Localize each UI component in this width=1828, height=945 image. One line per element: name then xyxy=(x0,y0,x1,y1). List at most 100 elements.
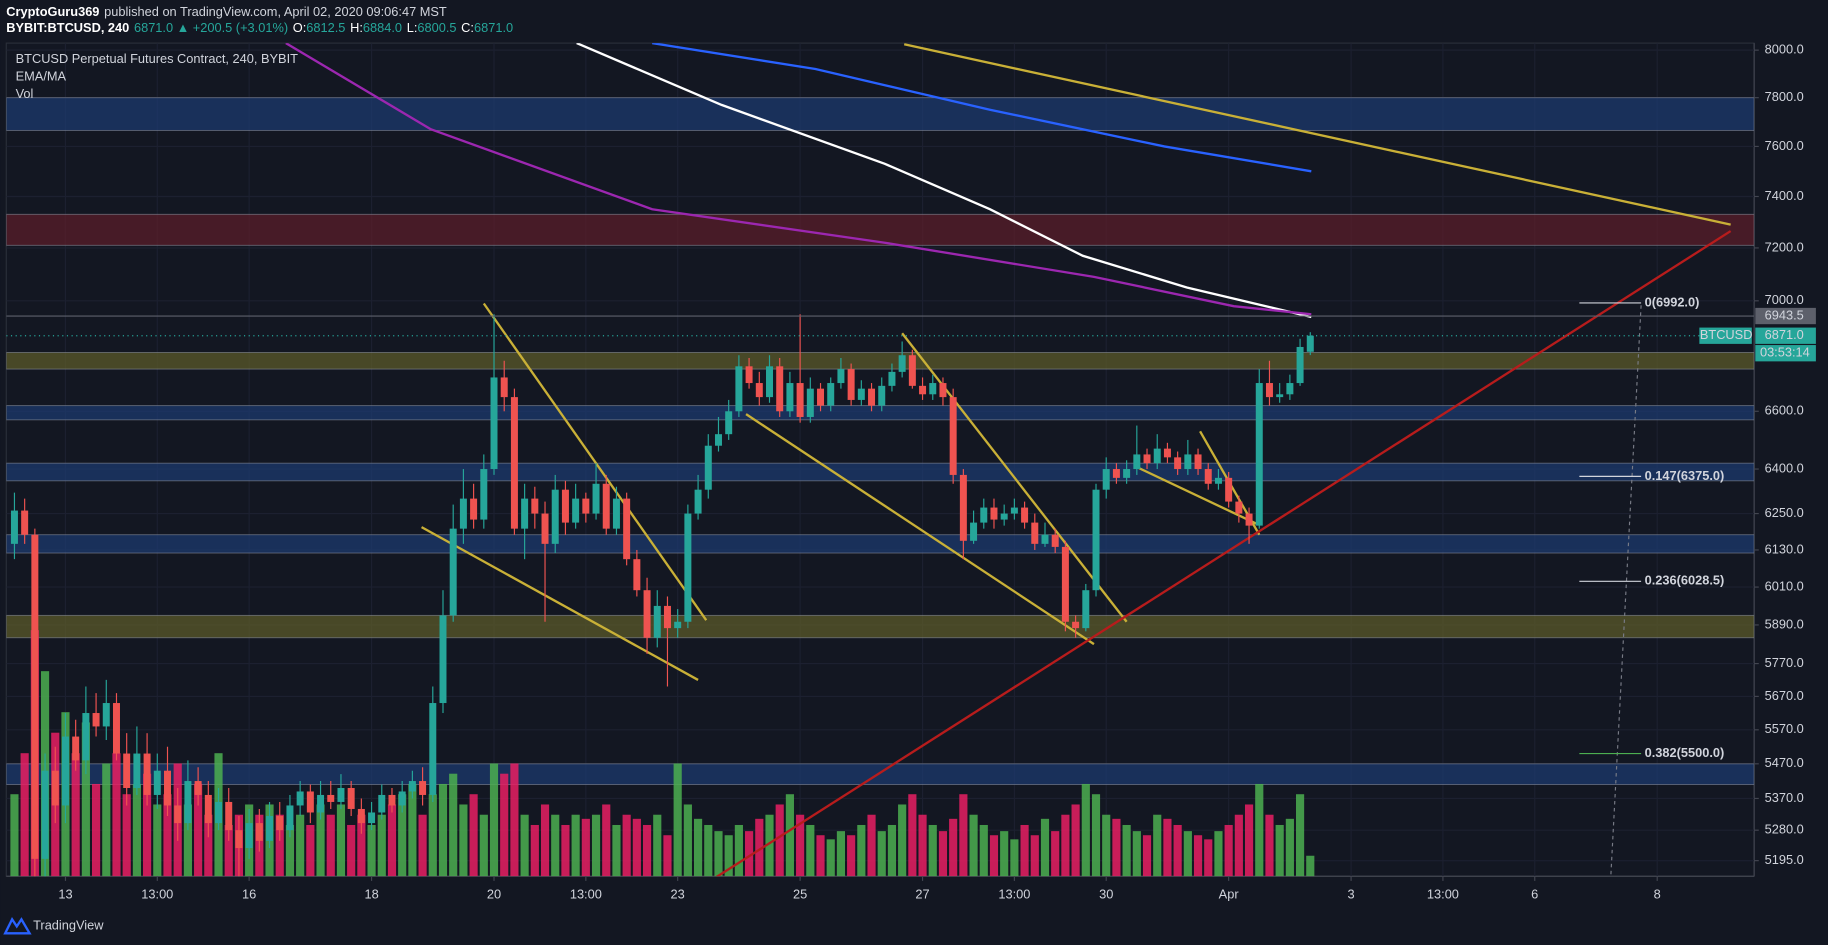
volume-bar xyxy=(316,804,325,877)
candle-body xyxy=(510,397,518,529)
candle-body xyxy=(745,366,753,384)
y-tick-label: 6400.0 xyxy=(1765,460,1804,475)
volume-bar xyxy=(1193,835,1203,877)
volume-bar xyxy=(489,763,499,877)
volume-bar xyxy=(663,835,672,877)
zone xyxy=(6,614,1755,639)
zone xyxy=(6,534,1755,554)
volume-bar xyxy=(438,783,448,877)
candle-body xyxy=(1194,454,1202,470)
candle-body xyxy=(878,385,886,406)
candle-body xyxy=(1102,469,1110,490)
volume-bar xyxy=(938,831,948,877)
volume-bar xyxy=(224,824,233,877)
volume-bar xyxy=(1112,818,1121,877)
volume-bar xyxy=(1040,818,1050,877)
y-tick-label: 6010.0 xyxy=(1765,578,1804,593)
candle-body xyxy=(317,794,325,813)
candle-body xyxy=(408,781,416,792)
volume-bar xyxy=(796,814,805,877)
volume-bar xyxy=(1204,839,1213,877)
candle-body xyxy=(919,385,927,395)
ohlc-key: L: xyxy=(407,21,418,36)
candle-body xyxy=(908,355,916,386)
candle-body xyxy=(1174,457,1182,470)
candle-body xyxy=(123,753,131,788)
candle-body xyxy=(388,794,396,806)
candle-body xyxy=(1245,513,1253,526)
indicator-label: Vol xyxy=(16,86,34,101)
y-tick-label: 7600.0 xyxy=(1765,138,1804,153)
zone xyxy=(6,462,1755,482)
volume-bar xyxy=(551,814,560,877)
ma-curve xyxy=(651,43,1312,173)
ohlc-value: 6884.0 xyxy=(363,21,402,36)
candle-body xyxy=(61,736,69,806)
volume-bar xyxy=(714,831,723,877)
symbol-tag xyxy=(1699,327,1752,344)
header-line: CryptoGuru369 published on TradingView.co… xyxy=(6,4,447,19)
zone xyxy=(6,352,1755,370)
candle-body xyxy=(1235,501,1243,514)
volume-bar xyxy=(1122,824,1131,877)
volume-bar xyxy=(132,783,141,877)
volume-bar xyxy=(194,783,203,877)
x-tick-label: 6 xyxy=(1531,886,1538,901)
y-tick-label: 6130.0 xyxy=(1765,541,1804,556)
candle-body xyxy=(1112,469,1120,478)
candle-body xyxy=(663,605,671,629)
volume-bar xyxy=(918,814,927,877)
volume-bar xyxy=(734,824,743,877)
volume-bar xyxy=(1214,831,1223,877)
trendline xyxy=(1134,465,1258,526)
candle-body xyxy=(1041,534,1049,544)
y-tick-label: 8000.0 xyxy=(1765,42,1804,57)
volume-bar xyxy=(724,835,733,877)
ma-curve xyxy=(285,43,1312,316)
candle-body xyxy=(164,770,171,806)
candle-body xyxy=(490,377,498,470)
candle-body xyxy=(837,369,845,384)
volume-bar xyxy=(91,783,101,877)
candle-body xyxy=(449,528,457,616)
candle-body xyxy=(143,753,151,795)
candle-body xyxy=(1276,394,1284,398)
volume-bar xyxy=(1183,831,1192,877)
volume-bar xyxy=(540,804,550,877)
volume-bar xyxy=(357,814,366,877)
volume-bar xyxy=(908,794,917,877)
candle-body xyxy=(398,791,406,806)
volume-bar xyxy=(632,818,641,877)
volume-bar xyxy=(704,824,713,877)
candle-body xyxy=(306,791,314,813)
volume-bar xyxy=(1265,814,1274,877)
candle-body xyxy=(112,703,120,754)
candle-body xyxy=(1255,383,1263,526)
candle-body xyxy=(684,513,692,622)
volume-bar xyxy=(367,824,376,877)
volume-bar xyxy=(326,814,335,877)
volume-bar xyxy=(71,753,80,877)
candle-body xyxy=(521,498,529,529)
volume-bar xyxy=(530,824,539,877)
y-tick-label: 5470.0 xyxy=(1765,755,1804,770)
volume-bar xyxy=(81,722,90,877)
volume-bar xyxy=(1163,818,1172,877)
volume-bar xyxy=(1285,818,1294,877)
candle-body xyxy=(1184,454,1192,470)
volume-bar xyxy=(653,814,662,877)
volume-bar xyxy=(877,831,886,877)
volume-bar xyxy=(398,794,407,877)
candle-body xyxy=(796,383,804,417)
volume-bar xyxy=(928,824,937,877)
price-tag xyxy=(1755,327,1816,344)
ohlc-key: H: xyxy=(350,21,363,36)
candle-body xyxy=(368,812,376,824)
candle-body xyxy=(959,474,967,541)
volume-bar xyxy=(122,794,131,877)
ohlc-value: 6800.5 xyxy=(417,21,456,36)
volume-bar xyxy=(1102,814,1111,877)
author: CryptoGuru369 xyxy=(6,4,99,19)
volume-bar xyxy=(1010,839,1019,877)
